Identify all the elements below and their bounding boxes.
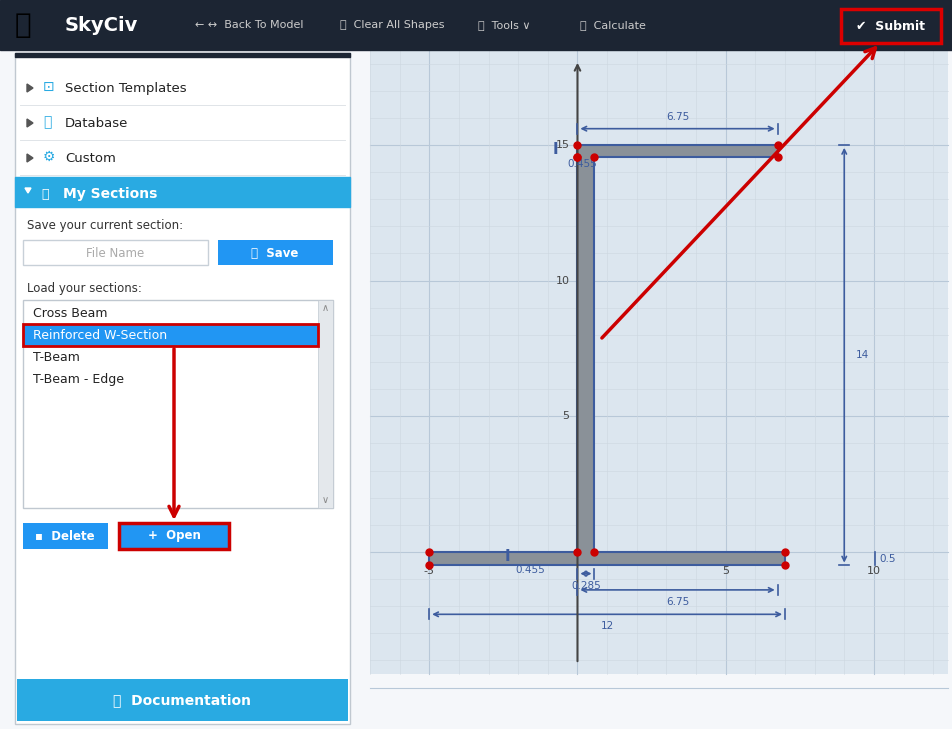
Text: 0.285: 0.285 — [570, 580, 600, 590]
Text: ▪  Delete: ▪ Delete — [35, 529, 94, 542]
Text: T-Beam - Edge: T-Beam - Edge — [33, 373, 124, 386]
Text: Cross Beam: Cross Beam — [33, 306, 108, 319]
Text: Custom: Custom — [65, 152, 116, 165]
Text: Reinforced W-Section: Reinforced W-Section — [33, 329, 167, 341]
Text: 10: 10 — [555, 276, 569, 286]
FancyBboxPatch shape — [840, 9, 940, 43]
Bar — [318, 300, 332, 508]
Bar — [0, 0, 952, 50]
Text: Section Templates: Section Templates — [65, 82, 187, 95]
Text: 0.455: 0.455 — [566, 159, 597, 169]
Text: My Sections: My Sections — [63, 187, 157, 201]
Text: +  Open: + Open — [148, 529, 200, 542]
FancyBboxPatch shape — [218, 240, 332, 265]
Polygon shape — [25, 188, 31, 193]
Text: 6.75: 6.75 — [665, 597, 688, 607]
Text: 15: 15 — [555, 140, 569, 150]
Text: SkyCiv: SkyCiv — [65, 15, 138, 34]
Text: ⊡: ⊡ — [43, 80, 54, 94]
Text: 10: 10 — [866, 566, 880, 576]
Text: I: I — [552, 141, 558, 157]
Bar — [23, 300, 332, 508]
Text: 6.75: 6.75 — [665, 112, 688, 122]
FancyBboxPatch shape — [23, 240, 208, 265]
Text: ← ↔  Back To Model: ← ↔ Back To Model — [195, 20, 303, 30]
Text: T-Beam: T-Beam — [33, 351, 80, 364]
Polygon shape — [27, 84, 33, 92]
Text: 5: 5 — [562, 411, 569, 421]
Text: Save your current section:: Save your current section: — [27, 219, 183, 232]
Text: ⚙: ⚙ — [43, 150, 55, 164]
Polygon shape — [27, 119, 33, 127]
Text: 5: 5 — [722, 566, 728, 576]
Text: 14: 14 — [855, 350, 868, 360]
Text: 📋  Clear All Shapes: 📋 Clear All Shapes — [340, 20, 444, 30]
Bar — [17, 679, 347, 721]
Text: Load your sections:: Load your sections: — [27, 281, 142, 295]
FancyBboxPatch shape — [23, 523, 108, 549]
Polygon shape — [27, 154, 33, 162]
FancyBboxPatch shape — [119, 523, 228, 549]
Text: 0.455: 0.455 — [515, 565, 545, 574]
Bar — [23, 324, 318, 346]
Text: 💾: 💾 — [41, 187, 49, 200]
Text: 0.5: 0.5 — [879, 554, 896, 564]
Text: I: I — [504, 549, 509, 564]
Bar — [15, 53, 349, 724]
Text: 📋  Documentation: 📋 Documentation — [113, 693, 251, 707]
Text: 🔧  Tools ∨: 🔧 Tools ∨ — [478, 20, 530, 30]
Text: 12: 12 — [600, 621, 613, 631]
Text: File Name: File Name — [86, 246, 144, 260]
Text: ∨: ∨ — [321, 495, 328, 505]
Polygon shape — [428, 145, 784, 566]
Text: ∧: ∧ — [321, 303, 328, 313]
Text: -5: -5 — [424, 566, 434, 576]
Bar — [369, 50, 947, 674]
Text: ✔  Submit: ✔ Submit — [856, 20, 924, 33]
Text: 📊  Calculate: 📊 Calculate — [580, 20, 645, 30]
Text: 🐦: 🐦 — [15, 11, 31, 39]
Text: 💾  Save: 💾 Save — [251, 246, 298, 260]
Bar — [15, 177, 349, 207]
Text: 📖: 📖 — [43, 115, 51, 129]
Bar — [15, 53, 349, 57]
Text: Database: Database — [65, 117, 129, 130]
